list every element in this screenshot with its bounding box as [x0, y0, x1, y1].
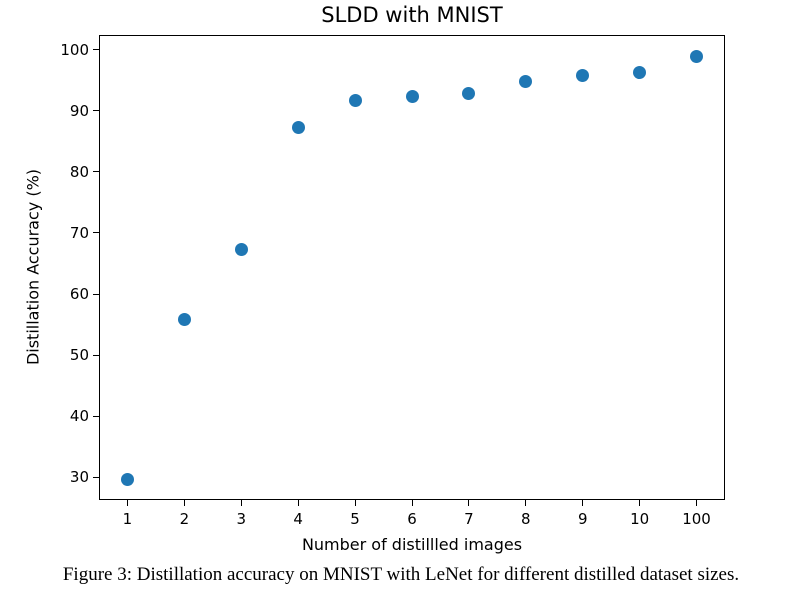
y-tick-mark	[93, 49, 99, 51]
x-tick-mark	[183, 500, 185, 506]
data-point	[576, 68, 590, 82]
x-tick-mark	[297, 500, 299, 506]
x-tick-label: 4	[293, 510, 303, 528]
x-tick-label: 7	[464, 510, 474, 528]
data-point	[405, 90, 419, 104]
chart-title: SLDD with MNIST	[321, 3, 503, 27]
y-tick-label: 70	[69, 223, 89, 242]
data-point	[120, 472, 134, 486]
x-axis-label: Number of distillled images	[301, 535, 523, 554]
y-tick-label: 40	[69, 407, 89, 426]
x-tick-label: 8	[521, 510, 531, 528]
y-tick-mark	[93, 171, 99, 173]
y-tick-label: 30	[69, 468, 89, 487]
x-tick-label: 1	[122, 510, 133, 528]
y-tick-mark	[93, 232, 99, 234]
data-point	[177, 313, 191, 327]
x-tick-mark	[525, 500, 527, 506]
plot-area	[99, 35, 725, 500]
x-tick-mark	[639, 500, 641, 506]
y-tick-mark	[93, 415, 99, 417]
y-tick-mark	[93, 293, 99, 295]
x-tick-mark	[126, 500, 128, 506]
data-point	[234, 242, 248, 256]
data-point	[690, 49, 704, 63]
x-tick-mark	[696, 500, 698, 506]
y-tick-mark	[93, 354, 99, 356]
x-tick-mark	[411, 500, 413, 506]
y-tick-label: 50	[69, 346, 89, 365]
data-point	[519, 74, 533, 88]
y-tick-label: 80	[69, 162, 89, 181]
y-tick-label: 60	[69, 285, 89, 304]
y-tick-label: 100	[60, 40, 89, 59]
x-tick-label: 100	[682, 510, 711, 528]
x-tick-label: 2	[179, 510, 190, 528]
x-tick-mark	[582, 500, 584, 506]
x-tick-label: 3	[236, 510, 247, 528]
y-axis-label: Distillation Accuracy (%)	[23, 168, 43, 366]
x-tick-label: 9	[577, 510, 588, 528]
x-tick-mark	[354, 500, 356, 506]
data-point	[291, 121, 305, 135]
x-tick-mark	[468, 500, 470, 506]
x-tick-mark	[240, 500, 242, 506]
x-tick-label: 6	[407, 510, 417, 528]
figure-caption: Figure 3: Distillation accuracy on MNIST…	[62, 564, 740, 585]
y-tick-mark	[93, 110, 99, 112]
data-point	[462, 87, 476, 101]
data-point	[633, 65, 647, 79]
data-point	[348, 93, 362, 107]
y-tick-label: 90	[69, 101, 89, 120]
x-tick-label: 5	[350, 510, 360, 528]
x-tick-label: 10	[630, 510, 650, 528]
y-tick-mark	[93, 476, 99, 478]
